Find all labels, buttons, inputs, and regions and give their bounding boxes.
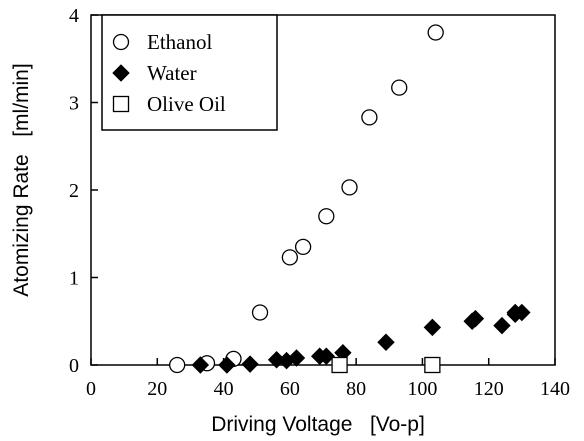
- ethanol-point: [251, 304, 269, 321]
- series-olive-oil: [331, 356, 441, 374]
- olive-oil-point: [331, 356, 348, 374]
- water-point: [423, 318, 442, 337]
- ethanol-point: [341, 179, 358, 196]
- series-ethanol: [169, 24, 444, 374]
- legend-water-marker: [112, 64, 130, 82]
- data-points: [169, 24, 531, 374]
- legend-olive-oil-label: Olive Oil: [147, 92, 226, 116]
- tick-labels: 0 20 40 60 80 100 120 140 0 1 2 3 4: [69, 5, 570, 400]
- x-tick-label: 80: [346, 378, 366, 400]
- water-point: [287, 349, 306, 367]
- x-tick-label: 40: [214, 378, 234, 400]
- x-tick-label: 120: [474, 378, 504, 400]
- ethanol-point: [294, 238, 312, 256]
- y-tick-label: 2: [69, 180, 79, 202]
- y-tick-label: 4: [69, 5, 79, 27]
- ethanol-point: [169, 356, 186, 374]
- legend-ethanol-marker: [112, 33, 130, 51]
- x-tick-label: 20: [147, 378, 167, 400]
- legend-water-label: Water: [147, 61, 197, 85]
- olive-oil-point: [424, 356, 441, 374]
- x-tick-label: 0: [86, 378, 96, 400]
- plot-area-frame: [90, 14, 556, 366]
- water-point: [218, 356, 236, 374]
- water-point: [191, 356, 210, 374]
- y-tick-label: 1: [69, 268, 79, 290]
- y-tick-label: 0: [69, 355, 79, 377]
- water-point: [493, 316, 511, 335]
- legend: Ethanol Water Olive Oil: [101, 14, 278, 131]
- water-point: [317, 347, 336, 365]
- ethanol-point: [281, 249, 299, 266]
- water-point: [466, 309, 485, 328]
- y-tick-label: 3: [69, 93, 79, 115]
- water-point: [241, 355, 259, 373]
- x-tick-label: 60: [280, 378, 300, 400]
- x-axis-title: Driving Voltage [Vo-p]: [211, 413, 425, 436]
- x-tick-label: 140: [540, 378, 570, 400]
- series-water: [191, 303, 531, 374]
- y-axis-title: Atomizing Rate [ml/min]: [10, 63, 33, 296]
- ethanol-point: [427, 24, 444, 41]
- legend-ethanol-label: Ethanol: [147, 30, 212, 54]
- ethanol-point: [361, 109, 378, 126]
- ethanol-point: [391, 79, 408, 96]
- ethanol-point: [318, 208, 335, 225]
- legend-olive-oil-marker: [112, 95, 130, 113]
- water-point: [377, 333, 395, 351]
- x-tick-label: 100: [407, 378, 437, 400]
- water-point: [513, 303, 531, 322]
- legend-box: [101, 14, 278, 131]
